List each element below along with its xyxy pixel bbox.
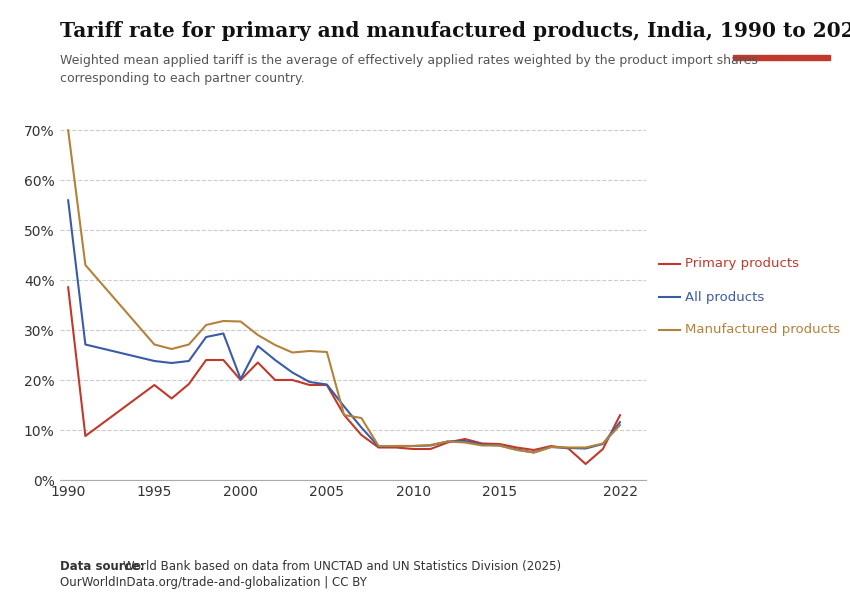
Text: in Data: in Data (760, 40, 802, 50)
Text: OurWorldInData.org/trade-and-globalization | CC BY: OurWorldInData.org/trade-and-globalizati… (60, 576, 366, 589)
Bar (733, 55, 830, 60)
Text: Tariff rate for primary and manufactured products, India, 1990 to 2022: Tariff rate for primary and manufactured… (60, 21, 850, 41)
Text: Weighted mean applied tariff is the average of effectively applied rates weighte: Weighted mean applied tariff is the aver… (60, 54, 757, 85)
Text: Our World: Our World (751, 26, 811, 35)
Text: All products: All products (685, 290, 764, 304)
Text: Manufactured products: Manufactured products (685, 323, 840, 337)
Text: Primary products: Primary products (685, 257, 799, 271)
Text: Data source:: Data source: (60, 560, 148, 573)
Text: World Bank based on data from UNCTAD and UN Statistics Division (2025): World Bank based on data from UNCTAD and… (123, 560, 561, 573)
